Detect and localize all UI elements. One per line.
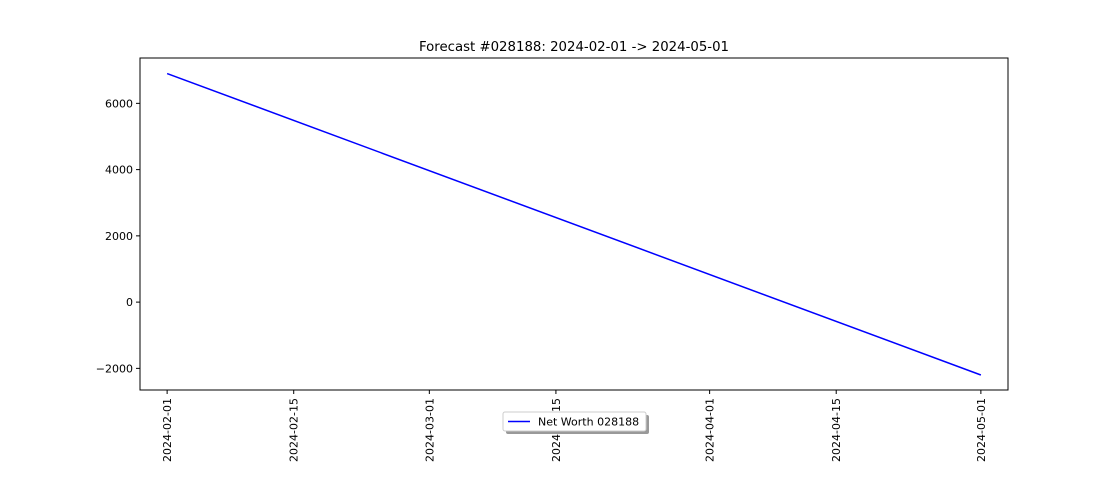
- chart-title: Forecast #028188: 2024-02-01 -> 2024-05-…: [419, 40, 729, 55]
- legend-box: [502, 411, 647, 432]
- x-tick-label: 2024-04-15: [830, 398, 843, 462]
- y-tick-label: 0: [126, 296, 133, 309]
- y-tick-label: 4000: [105, 164, 133, 177]
- x-tick-label: 2024-03-01: [423, 398, 436, 462]
- y-tick-label: 6000: [105, 97, 133, 110]
- series-line: [166, 72, 982, 376]
- x-tick-label: 2024-02-15: [288, 398, 301, 462]
- y-tick-label: 2000: [105, 230, 133, 243]
- x-tick-label: 2024-04-01: [704, 398, 717, 462]
- y-tick-label: −2000: [96, 362, 133, 375]
- x-tick-label: 2024-02-01: [161, 398, 174, 462]
- x-tick-label: 2024-05-01: [975, 398, 988, 462]
- legend: Net Worth 028188: [502, 411, 649, 434]
- plot-frame: [139, 57, 1009, 391]
- legend-label: Net Worth 028188: [538, 416, 639, 429]
